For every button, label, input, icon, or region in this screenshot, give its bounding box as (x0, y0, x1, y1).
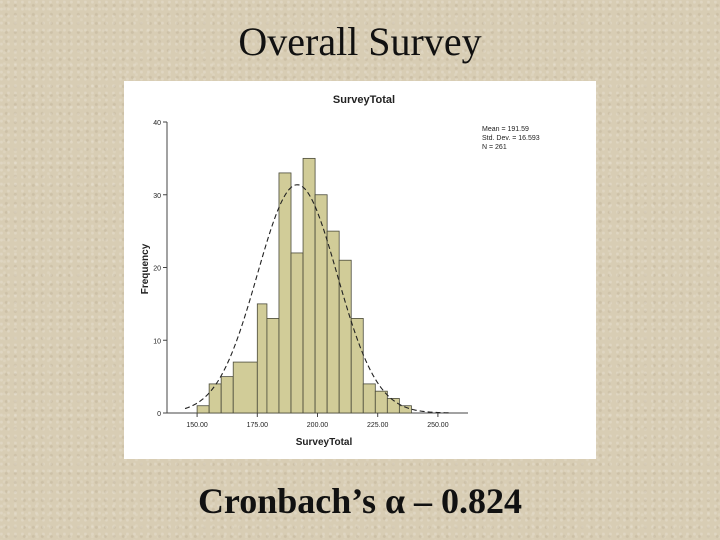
histogram-chart: SurveyTotal SurveyTotal Frequency Mean =… (124, 81, 596, 459)
legend-line: Std. Dev. = 16.593 (482, 135, 540, 142)
y-tick-label: 0 (157, 411, 161, 418)
cronbach-alpha-text: Cronbach’s α – 0.824 (197, 481, 523, 521)
histogram-bar (208, 383, 222, 414)
histogram-bar (350, 318, 364, 414)
histogram-bar (278, 172, 292, 414)
slide-title: Overall Survey (238, 19, 482, 64)
histogram-bar (374, 390, 388, 414)
legend-line: Mean = 191.59 (482, 126, 529, 133)
normal-curve (184, 184, 450, 414)
chart-title: SurveyTotal (333, 94, 395, 106)
x-tick-label: 175.00 (247, 422, 269, 429)
histogram-bar (398, 405, 412, 414)
x-tick-label: 200.00 (307, 422, 329, 429)
histogram-bar (314, 194, 328, 414)
stats-legend: Mean = 191.59 Std. Dev. = 16.593 N = 261 (482, 126, 540, 151)
plot-area: 0 10 20 30 40 150.00 175.00 200.00 225.00 250.00 (153, 120, 468, 429)
histogram-bar (266, 318, 280, 414)
y-tick-label: 40 (153, 120, 161, 127)
y-tick-label: 10 (153, 338, 161, 345)
histogram-bar (220, 376, 234, 414)
x-tick-label: 250.00 (427, 422, 449, 429)
histogram-svg: SurveyTotal SurveyTotal Frequency Mean =… (140, 94, 540, 448)
histogram-bar (326, 230, 340, 414)
histogram-bar (256, 303, 268, 414)
y-axis-label: Frequency (140, 243, 151, 294)
histogram-bar (338, 259, 352, 414)
legend-line: N = 261 (482, 144, 507, 151)
x-tick-label: 225.00 (367, 422, 389, 429)
histogram-bar (196, 405, 210, 414)
histogram-bar (232, 361, 258, 414)
histogram-bar (362, 383, 376, 414)
y-tick-label: 30 (153, 193, 161, 200)
x-tick-label: 150.00 (186, 422, 208, 429)
histogram-bar (290, 252, 304, 414)
x-axis-label: SurveyTotal (296, 437, 353, 448)
histogram-bar (302, 157, 316, 414)
y-tick-label: 20 (153, 266, 161, 273)
